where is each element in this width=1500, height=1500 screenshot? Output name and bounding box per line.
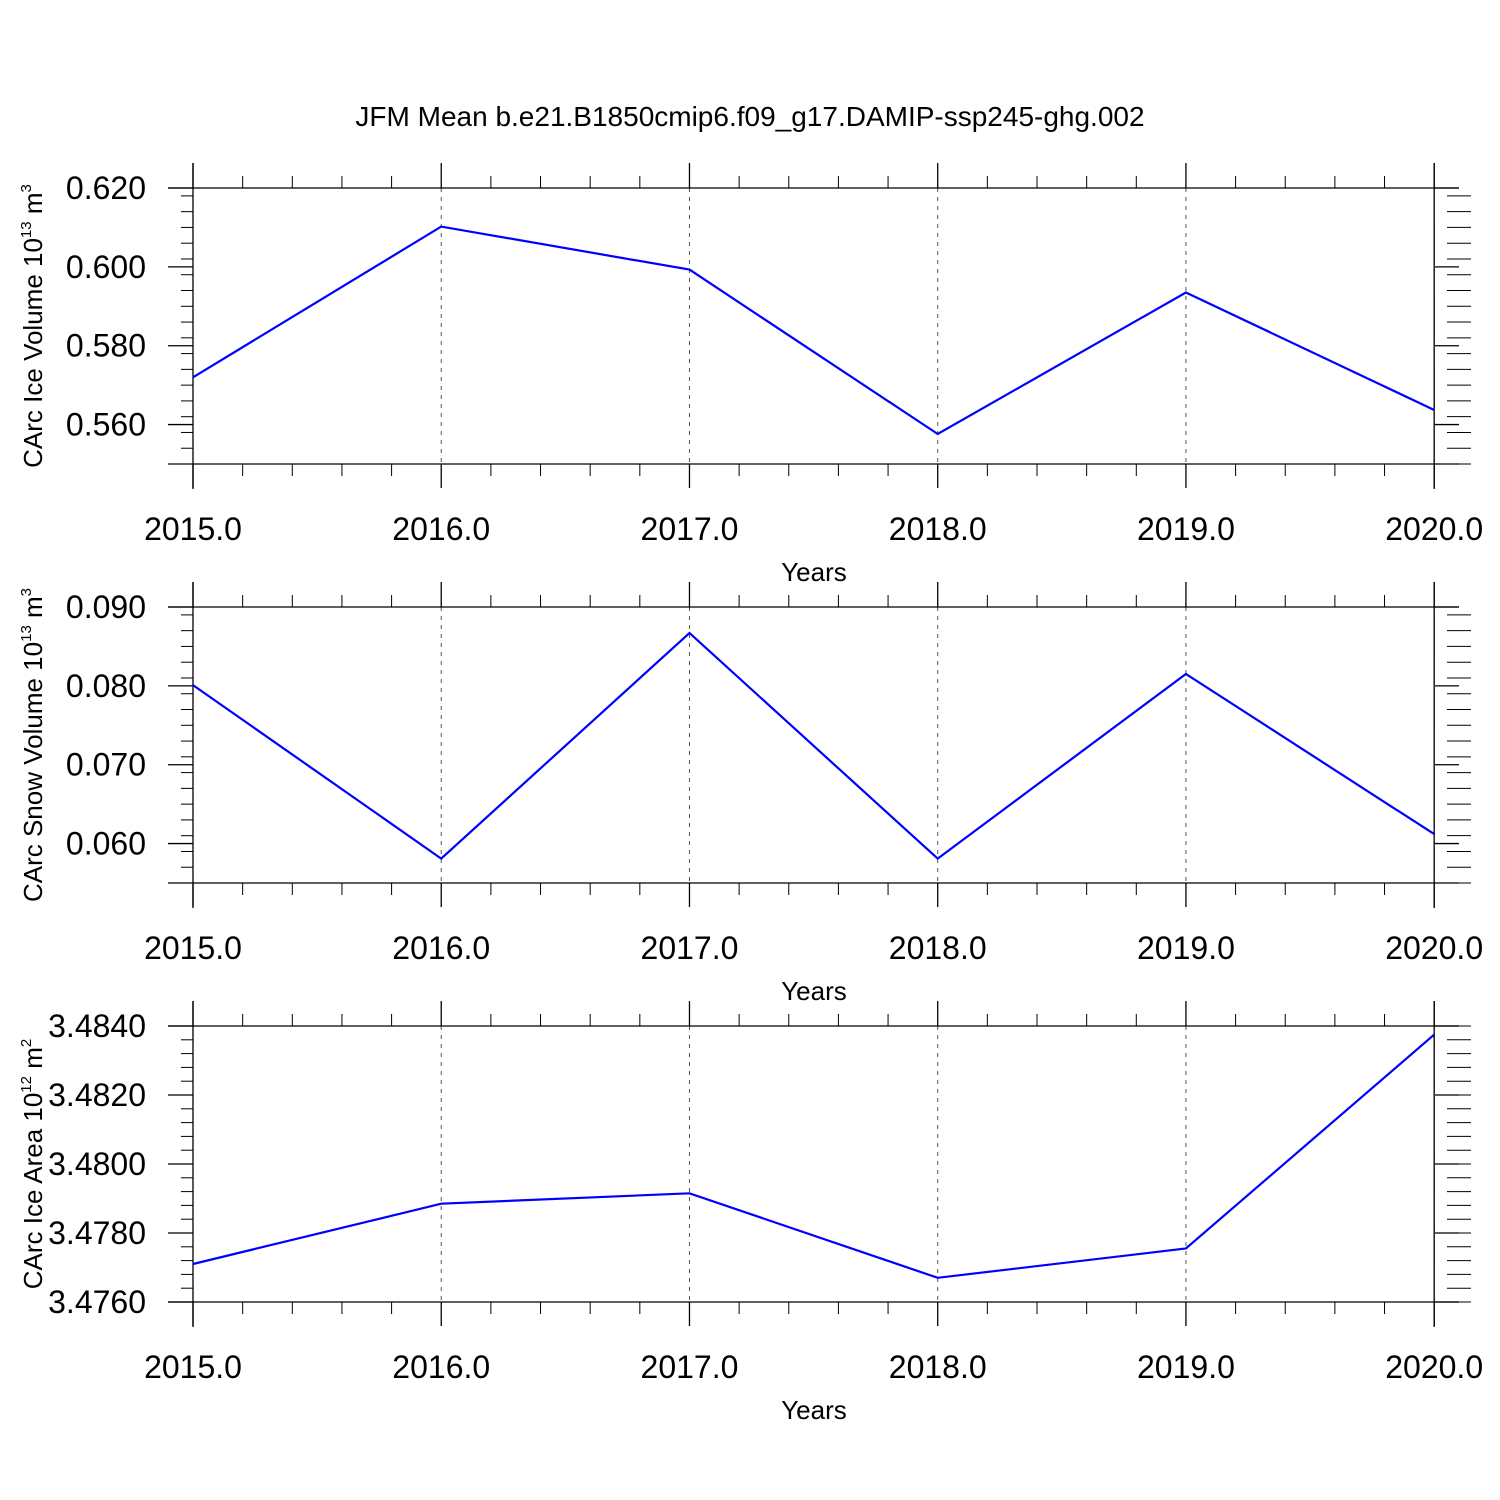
y-axis-label-unit: m xyxy=(18,1047,48,1076)
y-tick-label: 3.4780 xyxy=(48,1215,146,1251)
x-axis-label: Years xyxy=(781,557,847,587)
y-axis-label-unit-exponent: 2 xyxy=(18,1039,35,1047)
x-tick-label: 2016.0 xyxy=(392,1349,490,1385)
x-tick-label: 2018.0 xyxy=(889,511,987,547)
x-tick-label: 2016.0 xyxy=(392,930,490,966)
y-tick-label: 3.4840 xyxy=(48,1008,146,1044)
y-axis-label: CArc Ice Volume 1013 m3 xyxy=(18,184,48,468)
x-tick-label: 2019.0 xyxy=(1137,1349,1235,1385)
series-line-1 xyxy=(192,225,1435,436)
x-tick-label: 2018.0 xyxy=(889,1349,987,1385)
y-tick-label: 0.560 xyxy=(66,407,146,443)
x-tick-label: 2020.0 xyxy=(1385,1349,1483,1385)
x-axis-label: Years xyxy=(781,1395,847,1425)
x-tick-label: 2017.0 xyxy=(641,511,739,547)
y-tick-label: 0.060 xyxy=(66,826,146,862)
x-tick-label: 2019.0 xyxy=(1137,930,1235,966)
chart-panel-3: 3.4760 3.4780 3.4800 3.4820 3.4840 2015.0 2016… xyxy=(18,1001,1483,1425)
series-line-1 xyxy=(192,631,1435,861)
y-axis-label-exponent: 13 xyxy=(18,221,35,238)
y-tick-label: 3.4760 xyxy=(48,1284,146,1320)
y-axis-label-text: CArc Ice Area 10 xyxy=(18,1093,48,1290)
y-tick-label: 0.080 xyxy=(66,668,146,704)
x-tick-label: 2015.0 xyxy=(144,1349,242,1385)
x-tick-label: 2017.0 xyxy=(641,1349,739,1385)
x-tick-label: 2020.0 xyxy=(1385,930,1483,966)
y-axis-label-text: CArc Ice Volume 10 xyxy=(18,238,48,468)
x-tick-label: 2018.0 xyxy=(889,930,987,966)
y-axis-label: CArc Snow Volume 1013 m3 xyxy=(18,588,48,902)
chart-panel-2: 0.060 0.070 0.080 0.090 2015.0 2016.0 2017.0 20… xyxy=(18,582,1483,1006)
y-tick-label: 3.4800 xyxy=(48,1146,146,1182)
x-tick-label: 2016.0 xyxy=(392,511,490,547)
y-axis-label-exponent: 13 xyxy=(18,625,35,642)
x-tick-label: 2015.0 xyxy=(144,930,242,966)
y-tick-label: 0.600 xyxy=(66,249,146,285)
chart-panel-1: 0.560 0.580 0.600 0.620 2015.0 2016.0 2017.0 20… xyxy=(18,163,1483,587)
y-axis-label: CArc Ice Area 1012 m2 xyxy=(18,1039,48,1289)
x-tick-label: 2020.0 xyxy=(1385,511,1483,547)
y-axis-label-exponent: 12 xyxy=(18,1076,35,1093)
series-line-1 xyxy=(192,1033,1435,1279)
x-tick-label: 2019.0 xyxy=(1137,511,1235,547)
y-tick-label: 0.580 xyxy=(66,328,146,364)
y-axis-label-unit: m xyxy=(18,192,48,221)
y-axis-label-text: CArc Snow Volume 10 xyxy=(18,642,48,902)
y-tick-label: 0.620 xyxy=(66,170,146,206)
y-tick-label: 3.4820 xyxy=(48,1077,146,1113)
y-tick-label: 0.090 xyxy=(66,589,146,625)
y-tick-label: 0.070 xyxy=(66,747,146,783)
x-tick-label: 2015.0 xyxy=(144,511,242,547)
figure-title: JFM Mean b.e21.B1850cmip6.f09_g17.DAMIP-… xyxy=(355,101,1144,132)
x-axis-label: Years xyxy=(781,976,847,1006)
y-axis-label-unit-exponent: 3 xyxy=(18,588,35,596)
y-axis-label-unit: m xyxy=(18,596,48,625)
y-axis-label-unit-exponent: 3 xyxy=(18,184,35,192)
x-tick-label: 2017.0 xyxy=(641,930,739,966)
